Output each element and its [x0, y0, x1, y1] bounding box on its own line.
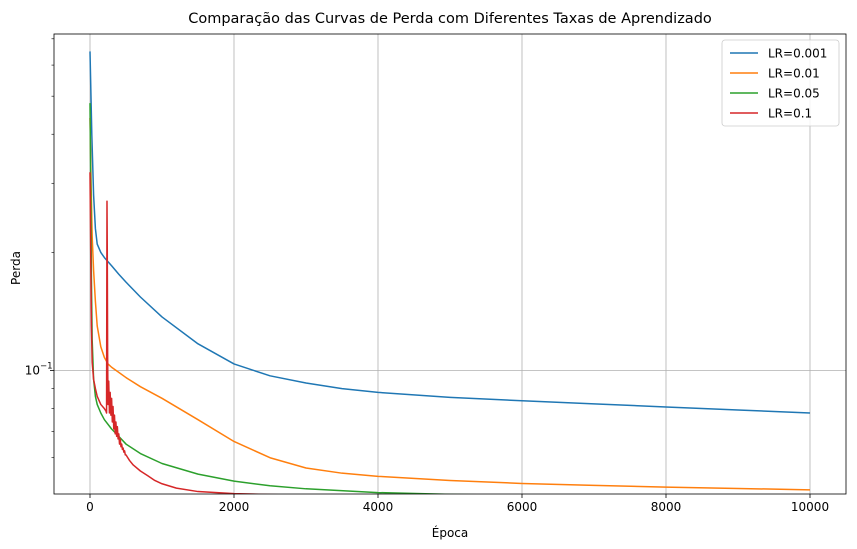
legend-label: LR=0.001 [768, 47, 827, 61]
x-tick-label: 4000 [363, 500, 394, 514]
legend-label: LR=0.01 [768, 67, 820, 81]
series-line [89, 172, 280, 494]
x-tick-label: 0 [86, 500, 94, 514]
legend-label: LR=0.1 [768, 107, 812, 121]
legend-label: LR=0.05 [768, 87, 820, 101]
y-axis-label: Perda [9, 251, 23, 285]
x-tick-label: 8000 [651, 500, 682, 514]
axis-ticks: 0 2000 4000 6000 8000 10000 10 −1 [25, 38, 829, 514]
series-line [89, 51, 811, 414]
x-tick-label: 6000 [507, 500, 538, 514]
x-axis-label: Época [432, 525, 469, 540]
legend: LR=0.001 LR=0.01 LR=0.05 LR=0.1 [721, 39, 840, 127]
series-line [89, 117, 811, 491]
x-tick-label: 10000 [791, 500, 829, 514]
plot-frame [53, 33, 847, 495]
y-tick-label-exponent: −1 [40, 362, 53, 372]
x-tick-label: 2000 [219, 500, 250, 514]
y-tick-label: 10 [25, 364, 40, 378]
series-lines [89, 51, 811, 494]
chart-title: Comparação das Curvas de Perda com Difer… [188, 11, 712, 27]
legend-box [721, 39, 840, 127]
